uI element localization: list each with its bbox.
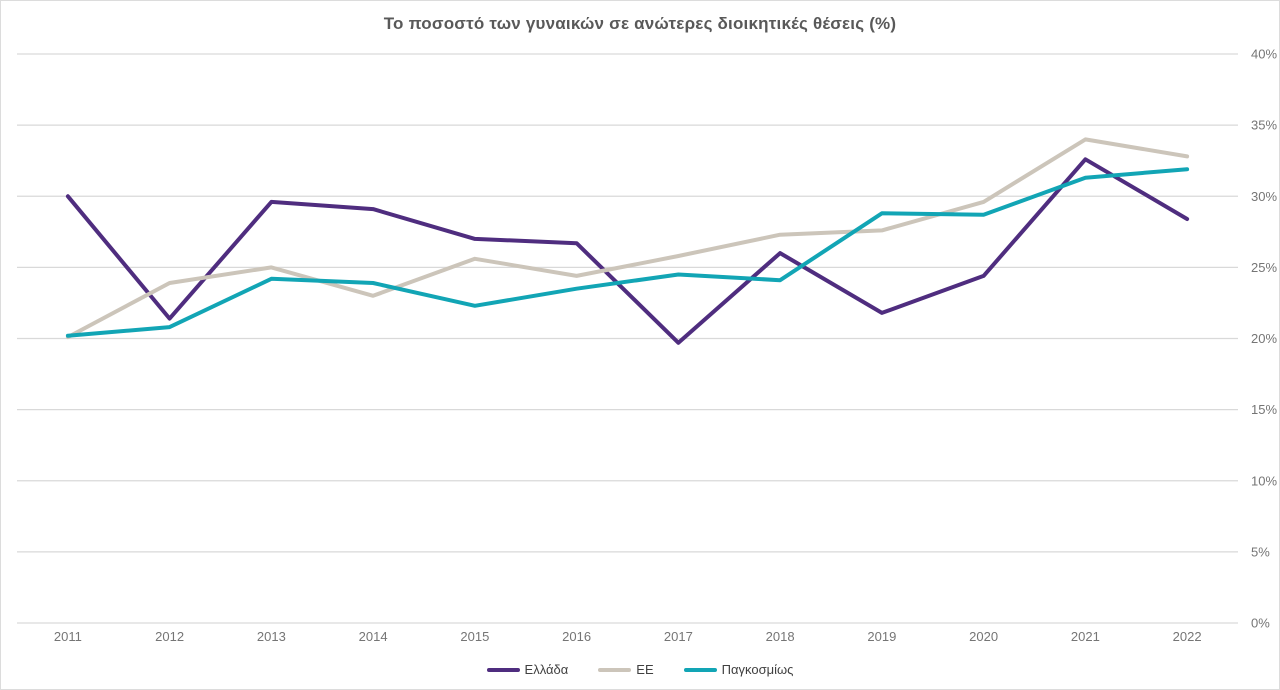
y-axis-label-5%: 5% (1251, 544, 1270, 559)
x-axis-label-2015: 2015 (460, 629, 489, 644)
x-axis-label-2020: 2020 (969, 629, 998, 644)
x-axis-label-2021: 2021 (1071, 629, 1100, 644)
chart-legend: Ελλάδα ΕΕ Παγκοσμίως (1, 662, 1279, 677)
legend-line-swatch-pagkosmios (683, 667, 717, 672)
y-axis-label-30%: 30% (1251, 189, 1277, 204)
chart-title: Το ποσοστό των γυναικών σε ανώτερες διοι… (383, 14, 897, 33)
x-axis-label-2014: 2014 (359, 629, 388, 644)
x-axis-label-2022: 2022 (1173, 629, 1202, 644)
y-axis-label-10%: 10% (1251, 473, 1277, 488)
x-axis-label-2017: 2017 (664, 629, 693, 644)
legend-item-pagkosmios: Παγκοσμίως (683, 662, 794, 677)
x-axis-label-2019: 2019 (867, 629, 896, 644)
legend-item-ellada: Ελλάδα (486, 662, 569, 677)
legend-line-swatch-ee (598, 667, 632, 672)
y-axis-label-40%: 40% (1251, 47, 1277, 62)
y-axis-label-0%: 0% (1251, 616, 1270, 631)
legend-item-ee: ΕΕ (598, 662, 654, 677)
legend-label-ee: ΕΕ (636, 662, 654, 677)
x-axis-label-2018: 2018 (766, 629, 795, 644)
x-axis-label-2016: 2016 (562, 629, 591, 644)
x-axis-label-2013: 2013 (257, 629, 286, 644)
legend-line-swatch-ellada (486, 667, 520, 672)
series-line-2-Παγκοσμίως (65, 167, 1190, 338)
y-axis-label-25%: 25% (1251, 260, 1277, 275)
legend-label-ellada: Ελλάδα (524, 662, 569, 677)
y-axis-label-20%: 20% (1251, 331, 1277, 346)
series-line-0-Ελλάδα (65, 157, 1190, 345)
y-axis-label-15%: 15% (1251, 402, 1277, 417)
x-axis-label-2012: 2012 (155, 629, 184, 644)
series-line-1-ΕΕ (65, 137, 1190, 340)
y-axis-label-35%: 35% (1251, 118, 1277, 133)
legend-label-pagkosmios: Παγκοσμίως (721, 662, 794, 677)
x-axis-label-2011: 2011 (54, 629, 82, 644)
